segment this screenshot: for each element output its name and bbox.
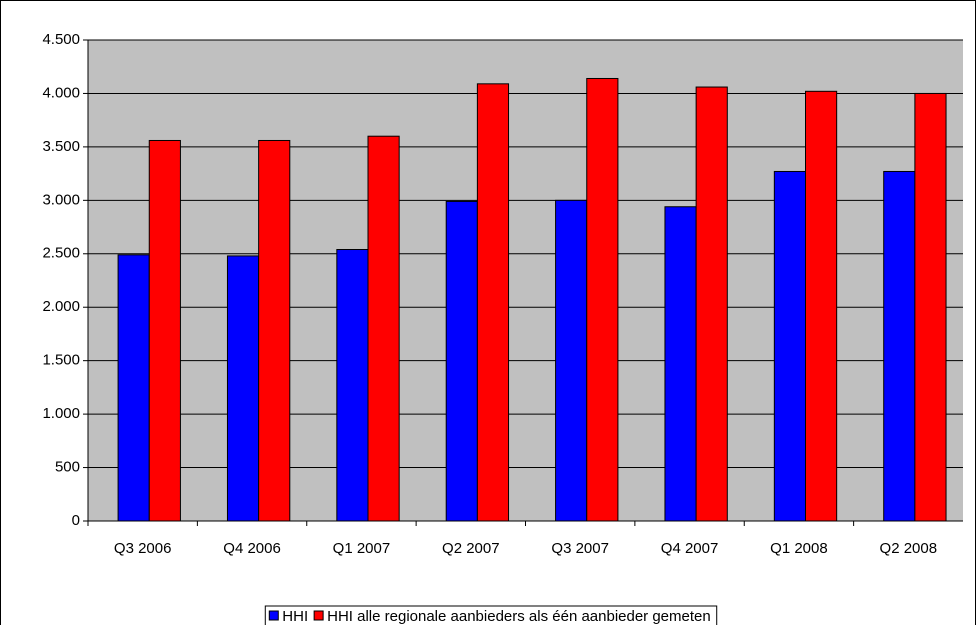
- bar: [914, 92, 947, 522]
- y-tick-label: 4.500: [42, 31, 80, 48]
- legend-label: HHI: [282, 608, 308, 625]
- bar: [664, 206, 697, 522]
- bar: [367, 135, 400, 522]
- y-tick-label: 1.500: [42, 352, 80, 369]
- y-tick-label: 2.000: [42, 298, 80, 315]
- x-tick-label: Q4 2006: [223, 540, 281, 557]
- y-tick-label: 0: [72, 512, 80, 529]
- x-tick-label: Q2 2008: [880, 540, 938, 557]
- x-tick-label: Q1 2007: [333, 540, 391, 557]
- bar: [555, 199, 588, 522]
- bar: [805, 90, 838, 522]
- y-tick-label: 2.500: [42, 245, 80, 262]
- legend-swatch: [313, 610, 324, 621]
- bar: [476, 83, 510, 522]
- y-tick-label: 4.000: [42, 84, 80, 101]
- bar: [226, 255, 260, 522]
- x-tick-label: Q2 2007: [442, 540, 500, 557]
- y-tick-label: 500: [55, 459, 80, 476]
- bar: [773, 170, 806, 522]
- bar: [258, 139, 291, 522]
- x-tick-label: Q3 2006: [114, 540, 172, 557]
- legend-swatch: [268, 610, 279, 621]
- y-tick-label: 1.000: [42, 405, 80, 422]
- bar: [117, 254, 150, 522]
- bar: [148, 139, 181, 522]
- y-tick-label: 3.500: [42, 138, 80, 155]
- legend-label: HHI alle regionale aanbieders als één aa…: [327, 608, 711, 625]
- bar: [336, 249, 369, 522]
- bar: [883, 170, 916, 522]
- x-tick-label: Q4 2007: [661, 540, 719, 557]
- bar: [695, 86, 728, 522]
- x-tick-label: Q3 2007: [551, 540, 609, 557]
- bar: [586, 77, 619, 522]
- y-tick-label: 3.000: [42, 191, 80, 208]
- x-tick-label: Q1 2008: [770, 540, 828, 557]
- bar: [445, 200, 478, 522]
